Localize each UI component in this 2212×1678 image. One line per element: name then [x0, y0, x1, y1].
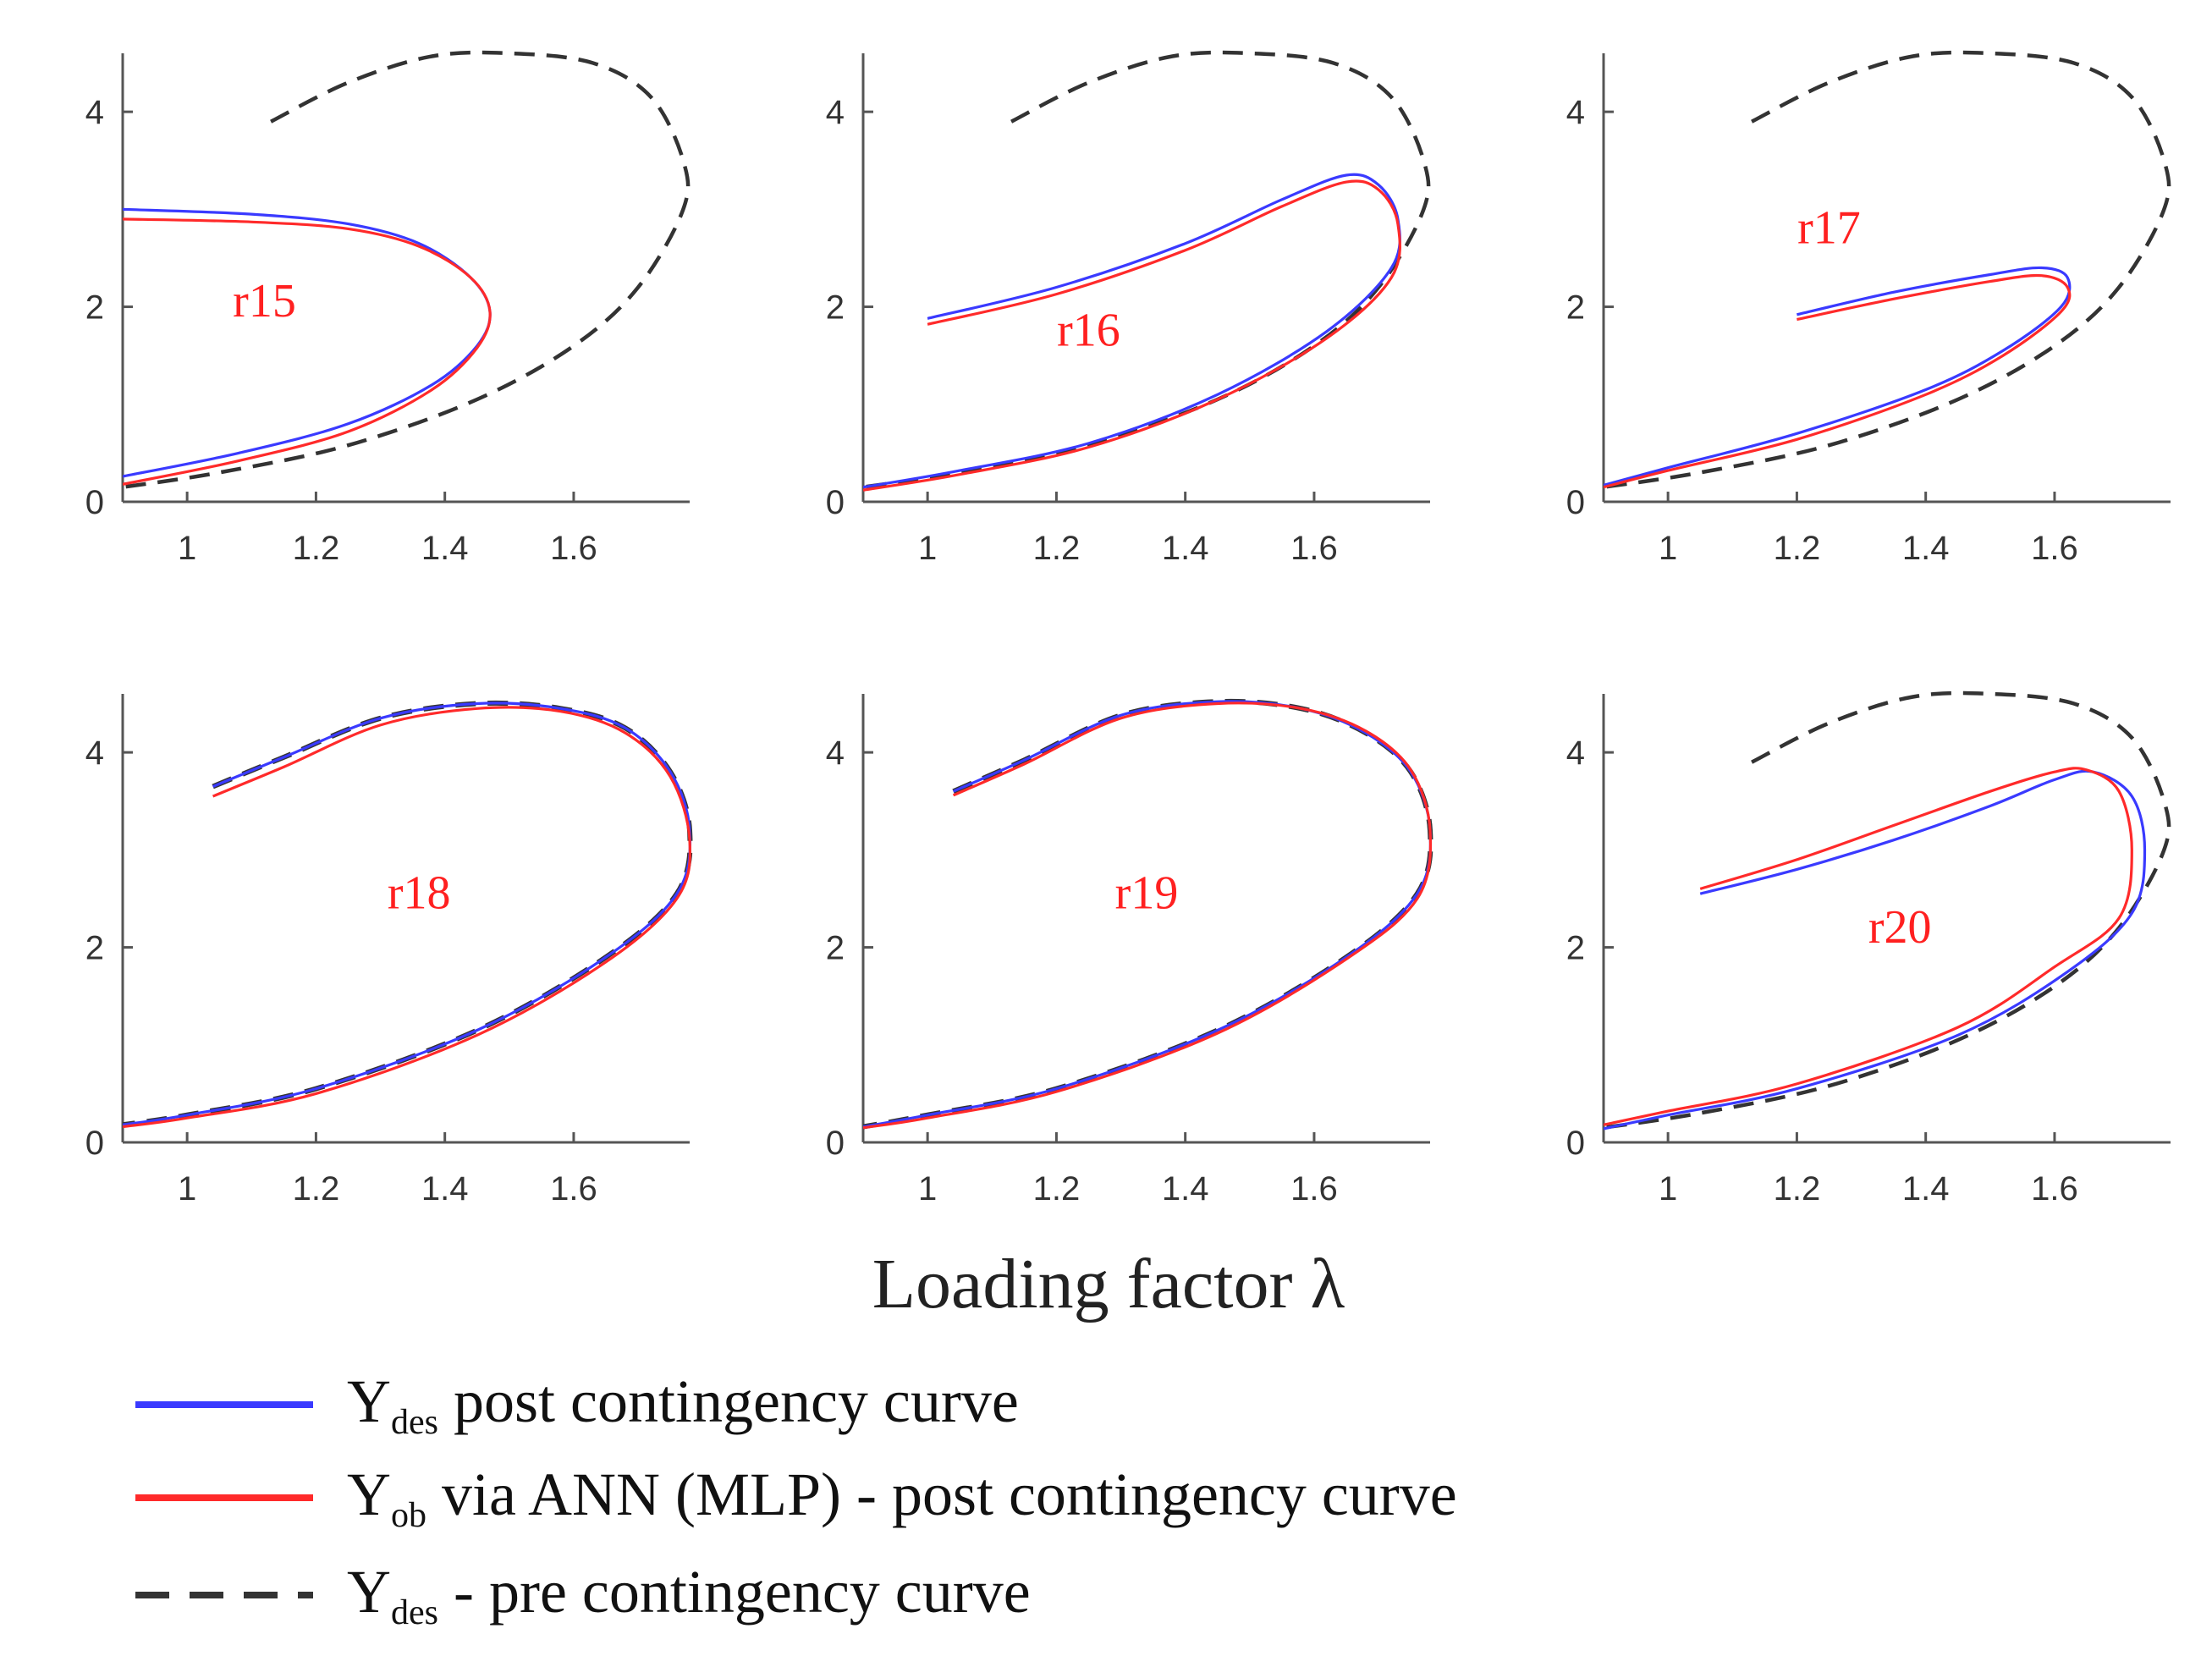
y-tick-label: 2: [1566, 930, 1585, 967]
x-tick-label: 1: [918, 1170, 937, 1208]
x-tick-label: 1.4: [421, 530, 469, 567]
legend-label: Ydes post contingency curve: [347, 1367, 1019, 1442]
x-tick-label: 1.4: [1162, 530, 1209, 567]
x-tick-label: 1.4: [1902, 1170, 1950, 1208]
panel-r15: 0 2 4 1 1.2 1.4 1.6 r15: [85, 50, 691, 567]
panel-r17: 0 2 4 1 1.2 1.4 1.6 r17: [1566, 50, 2171, 567]
legend-label: Ydes - pre contingency curve: [347, 1558, 1031, 1632]
panel-label: r16: [1057, 305, 1120, 357]
yob-ann-curve: [863, 179, 1402, 492]
y-tick-label: 2: [1566, 289, 1585, 327]
x-tick-label: 1.6: [550, 1170, 597, 1208]
y-tick-label: 0: [826, 1125, 845, 1162]
x-tick-label: 1.4: [1902, 530, 1950, 567]
pre-contingency-curve: [123, 50, 691, 489]
x-tick-label: 1.2: [1033, 530, 1081, 567]
ydes-post-contingency-curve: [1604, 266, 2072, 487]
pre-contingency-curve: [1604, 690, 2171, 1130]
x-tick-label: 1.6: [2031, 1170, 2078, 1208]
panel-r16: 0 2 4 1 1.2 1.4 1.6 r16: [826, 50, 1431, 567]
x-axis-label: Loading factor λ: [872, 1245, 1345, 1323]
panel-label: r15: [233, 275, 296, 327]
x-tick-label: 1: [178, 530, 196, 567]
ydes-post-contingency-curve: [863, 173, 1401, 489]
yob-ann-curve: [123, 217, 492, 486]
y-tick-label: 2: [826, 930, 845, 967]
x-tick-label: 1.4: [1162, 1170, 1209, 1208]
x-tick-label: 1.2: [293, 530, 340, 567]
y-tick-label: 0: [1566, 1125, 1585, 1162]
panel-r19: 0 2 4 1 1.2 1.4 1.6 r19: [826, 694, 1433, 1208]
y-tick-label: 4: [85, 94, 104, 131]
ydes-post-contingency-curve: [1604, 769, 2147, 1131]
panel-label: r18: [388, 867, 451, 919]
curves: [123, 50, 691, 489]
y-tick-label: 4: [85, 734, 104, 772]
y-tick-label: 2: [826, 289, 845, 327]
y-tick-label: 0: [85, 484, 104, 521]
y-tick-label: 0: [826, 484, 845, 521]
panel-r20: 0 2 4 1 1.2 1.4 1.6 r20: [1566, 690, 2171, 1208]
yob-ann-curve: [863, 701, 1433, 1130]
y-tick-label: 0: [85, 1125, 104, 1162]
x-tick-label: 1.6: [2031, 530, 2078, 567]
panel-label: r19: [1115, 867, 1179, 919]
x-tick-label: 1: [918, 530, 937, 567]
legend-label: Yob via ANN (MLP) - post contingency cur…: [347, 1461, 1457, 1535]
ydes-post-contingency-curve: [123, 207, 492, 478]
x-tick-label: 1.6: [550, 530, 597, 567]
panel-label: r20: [1868, 901, 1932, 954]
x-tick-label: 1: [178, 1170, 196, 1208]
x-tick-label: 1.6: [1290, 1170, 1338, 1208]
x-tick-label: 1.6: [1290, 530, 1338, 567]
curves: [863, 50, 1431, 492]
yob-ann-curve: [123, 706, 692, 1129]
y-tick-label: 2: [85, 930, 104, 967]
y-tick-label: 4: [826, 94, 845, 131]
curves: [123, 700, 693, 1129]
y-tick-label: 4: [1566, 734, 1585, 772]
y-tick-label: 2: [85, 289, 104, 327]
pre-contingency-curve: [1604, 50, 2171, 489]
x-tick-label: 1.2: [293, 1170, 340, 1208]
curves: [863, 698, 1433, 1130]
panel-r18: 0 2 4 1 1.2 1.4 1.6 r18: [85, 694, 693, 1208]
yob-ann-curve: [1604, 767, 2133, 1126]
x-tick-label: 1.2: [1774, 1170, 1821, 1208]
legend: Ydes post contingency curve Yob via ANN (…: [135, 1367, 1457, 1632]
curves: [1604, 690, 2171, 1131]
pre-contingency-curve: [863, 50, 1431, 489]
x-tick-label: 1.2: [1774, 530, 1821, 567]
x-tick-label: 1: [1659, 1170, 1677, 1208]
panel-label: r17: [1797, 202, 1861, 255]
yob-ann-curve: [1604, 273, 2072, 489]
x-tick-label: 1.2: [1033, 1170, 1081, 1208]
curves: [1604, 50, 2171, 489]
y-tick-label: 4: [826, 734, 845, 772]
x-tick-label: 1.4: [421, 1170, 469, 1208]
panels-group: 0 2 4 1 1.2 1.4 1.6 r15 0 2 4 1 1.2 1.4 1.6 r16 0 2 4 1 1.2 1…: [85, 50, 2171, 1208]
y-tick-label: 0: [1566, 484, 1585, 521]
y-tick-label: 4: [1566, 94, 1585, 131]
x-tick-label: 1: [1659, 530, 1677, 567]
